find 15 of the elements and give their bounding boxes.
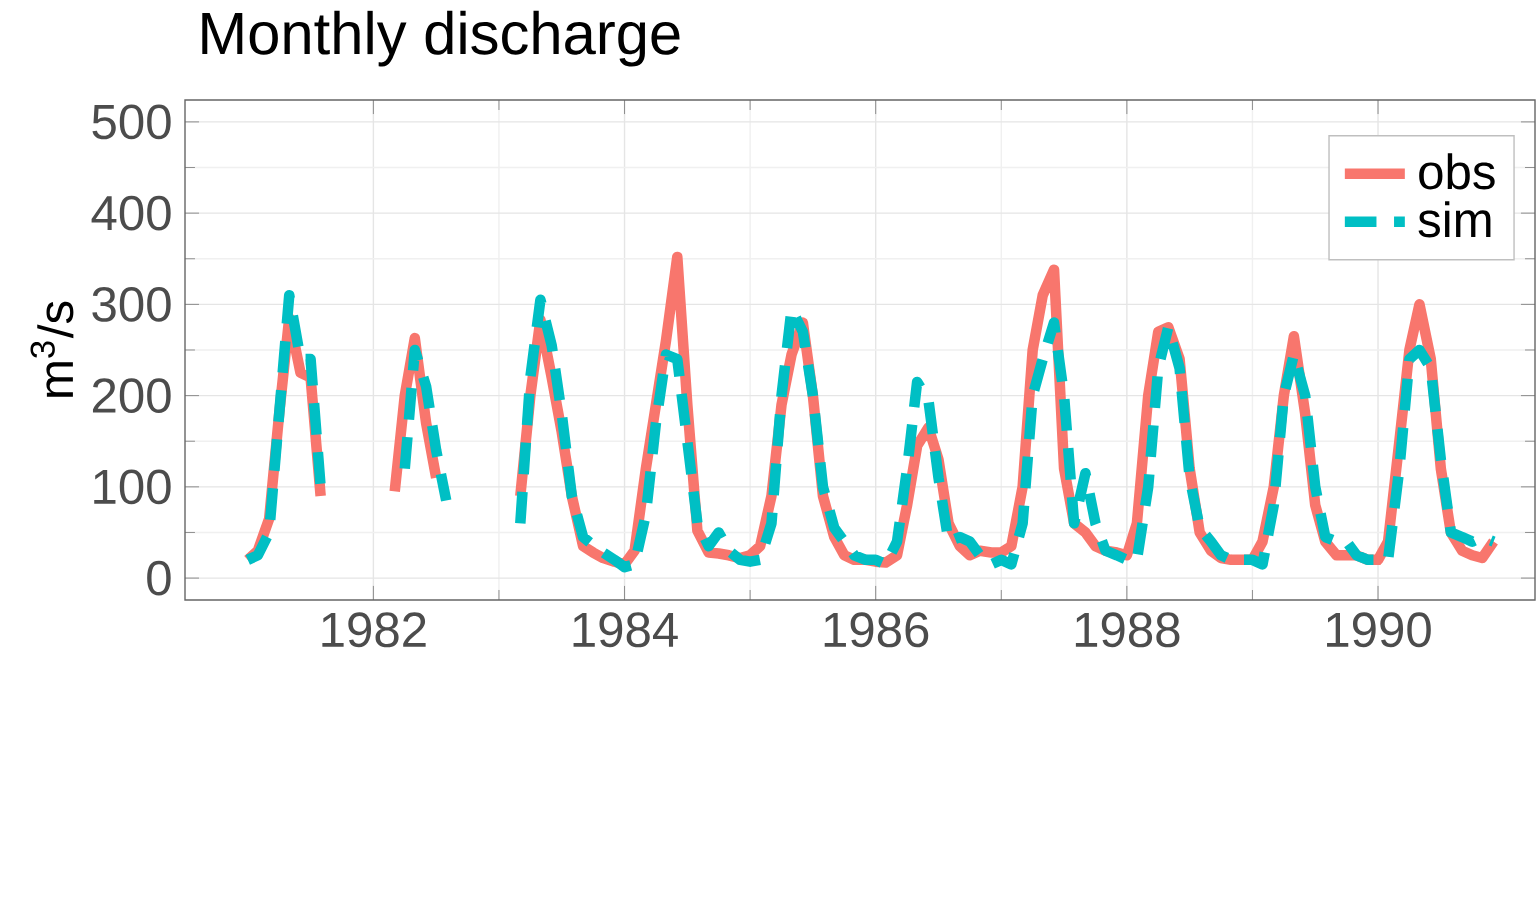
legend-label: obs: [1419, 153, 1495, 190]
x-tick-label: 1984: [573, 612, 678, 648]
legend-label: sim: [1418, 201, 1491, 238]
x-tick-label: 1990: [1327, 612, 1431, 648]
y-tick-label: 100: [94, 469, 171, 505]
x-tick-label: 1982: [322, 612, 426, 648]
y-tick-label: 300: [92, 286, 171, 322]
y-tick-label: 400: [91, 195, 171, 231]
x-tick-label: 1988: [1075, 612, 1180, 648]
y-axis-title: m$^{3}$/s: [30, 301, 74, 397]
y-tick-label: 0: [147, 560, 171, 596]
chart-title: Monthly discharge: [202, 10, 680, 67]
y-tick-label: 200: [92, 378, 171, 414]
x-tick-label: 1986: [824, 612, 929, 648]
y-tick-label: 500: [92, 104, 171, 140]
